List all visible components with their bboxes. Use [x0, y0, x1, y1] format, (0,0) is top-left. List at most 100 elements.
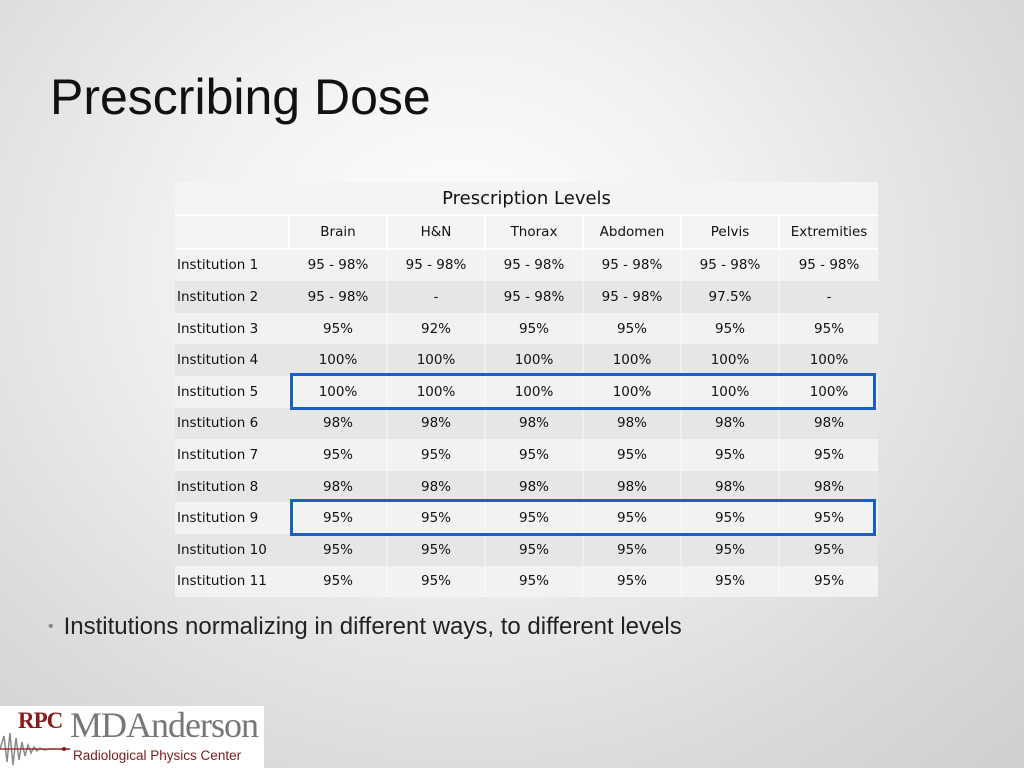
institution-name: Institution 8 — [175, 470, 290, 503]
prescription-value: 95% — [780, 312, 879, 345]
table-row: Institution 11 95% 95% 95% 95% 95% 95% — [175, 565, 879, 598]
prescription-value: 100% — [682, 375, 780, 408]
logo-mdanderson-text: MDAnderson — [70, 705, 259, 745]
table-row: Institution 9 95% 95% 95% 95% 95% 95% — [175, 502, 879, 534]
prescription-value: 95 - 98% — [290, 249, 388, 282]
column-header-thorax: Thorax — [486, 216, 584, 250]
prescription-value: 95% — [682, 502, 780, 534]
prescription-value: 95% — [584, 565, 682, 598]
prescription-value: 100% — [780, 375, 879, 408]
rpc-mdanderson-logo: RPC MDAnderson Radiological Physics Cent… — [0, 705, 264, 768]
prescription-value: 95 - 98% — [584, 249, 682, 282]
prescription-value: 95% — [388, 439, 486, 471]
prescription-value: 95% — [388, 565, 486, 598]
institution-name: Institution 7 — [175, 439, 290, 471]
prescription-value: 97.5% — [682, 281, 780, 313]
prescription-value: 98% — [780, 407, 879, 440]
table-row: Institution 5 100% 100% 100% 100% 100% 100% — [175, 375, 879, 408]
prescription-value: 98% — [780, 470, 879, 503]
table-row: Institution 7 95% 95% 95% 95% 95% 95% — [175, 439, 879, 471]
prescription-value: 95% — [290, 439, 388, 471]
table-caption-row: Prescription Levels — [175, 182, 879, 216]
prescription-value: 95% — [290, 565, 388, 598]
table-row: Institution 1 95 - 98% 95 - 98% 95 - 98% 95 … — [175, 249, 879, 282]
prescription-value: 98% — [584, 407, 682, 440]
table-row: Institution 8 98% 98% 98% 98% 98% 98% — [175, 470, 879, 503]
bullet-point: • Institutions normalizing in different w… — [48, 613, 682, 641]
institution-name: Institution 5 — [175, 375, 290, 408]
prescription-value: 95% — [486, 502, 584, 534]
prescription-value: 95 - 98% — [486, 281, 584, 313]
table-body: Institution 1 95 - 98% 95 - 98% 95 - 98% 95 … — [175, 249, 879, 598]
prescription-value: 95 - 98% — [388, 249, 486, 282]
prescription-value: 95% — [584, 533, 682, 566]
column-header-brain: Brain — [290, 216, 388, 250]
prescription-value: 95% — [486, 533, 584, 566]
prescription-value: 100% — [584, 344, 682, 376]
prescription-value: 95 - 98% — [780, 249, 879, 282]
prescription-value: 95% — [290, 502, 388, 534]
prescription-value: 95% — [682, 533, 780, 566]
column-header-extremities: Extremities — [780, 216, 879, 250]
prescription-value: 95% — [584, 312, 682, 345]
table-row: Institution 3 95% 92% 95% 95% 95% 95% — [175, 312, 879, 345]
prescription-value: 100% — [290, 344, 388, 376]
prescription-value: 95 - 98% — [584, 281, 682, 313]
prescription-value: 100% — [682, 344, 780, 376]
prescription-value: 100% — [780, 344, 879, 376]
prescription-table: Prescription Levels Brain H&N Thorax Abdome… — [175, 182, 879, 598]
table-row: Institution 10 95% 95% 95% 95% 95% 95% — [175, 533, 879, 566]
prescription-value: - — [388, 281, 486, 313]
prescription-value: 95% — [584, 439, 682, 471]
prescription-value: 95% — [290, 533, 388, 566]
prescription-value: 95 - 98% — [486, 249, 584, 282]
prescription-value: 98% — [388, 407, 486, 440]
prescription-value: 98% — [388, 470, 486, 503]
institution-name: Institution 11 — [175, 565, 290, 598]
prescription-value: 98% — [682, 470, 780, 503]
column-header-blank — [175, 216, 290, 250]
prescription-value: 95% — [486, 565, 584, 598]
prescription-value: 95% — [486, 439, 584, 471]
wave-icon — [0, 732, 70, 766]
prescription-value: 100% — [584, 375, 682, 408]
prescription-value: 95% — [682, 439, 780, 471]
prescription-value: 95% — [486, 312, 584, 345]
prescription-value: - — [780, 281, 879, 313]
slide-title: Prescribing Dose — [50, 69, 431, 125]
prescription-value: 100% — [388, 375, 486, 408]
prescription-value: 95% — [780, 533, 879, 566]
column-header-h-n: H&N — [388, 216, 486, 250]
column-header-pelvis: Pelvis — [682, 216, 780, 250]
prescription-value: 95% — [682, 312, 780, 345]
prescription-value: 95 - 98% — [290, 281, 388, 313]
prescription-value: 98% — [486, 470, 584, 503]
institution-name: Institution 1 — [175, 249, 290, 282]
institution-name: Institution 9 — [175, 502, 290, 534]
prescription-value: 98% — [290, 407, 388, 440]
prescription-value: 100% — [388, 344, 486, 376]
prescription-value: 95% — [388, 533, 486, 566]
table-caption: Prescription Levels — [175, 182, 879, 216]
prescription-value: 98% — [290, 470, 388, 503]
institution-name: Institution 3 — [175, 312, 290, 345]
column-header-abdomen: Abdomen — [584, 216, 682, 250]
institution-name: Institution 6 — [175, 407, 290, 440]
prescription-value: 95% — [682, 565, 780, 598]
prescription-value: 98% — [682, 407, 780, 440]
logo-subtitle: Radiological Physics Center — [73, 748, 242, 763]
bullet-dot-icon: • — [48, 618, 54, 635]
prescription-value: 95% — [780, 565, 879, 598]
prescription-value: 98% — [486, 407, 584, 440]
prescription-value: 95% — [290, 312, 388, 345]
prescription-value: 98% — [584, 470, 682, 503]
prescription-value: 95% — [780, 502, 879, 534]
table-row: Institution 2 95 - 98% -95 - 98% 95 - 98% 97… — [175, 281, 879, 313]
prescription-value: 100% — [486, 344, 584, 376]
logo-rpc-text: RPC — [18, 708, 63, 733]
table-row: Institution 6 98% 98% 98% 98% 98% 98% — [175, 407, 879, 440]
prescription-value: 95% — [780, 439, 879, 471]
prescription-value: 92% — [388, 312, 486, 345]
table-row: Institution 4 100% 100% 100% 100% 100% 100% — [175, 344, 879, 376]
table-header-row: Brain H&N Thorax Abdomen Pelvis Extremities — [175, 216, 879, 250]
